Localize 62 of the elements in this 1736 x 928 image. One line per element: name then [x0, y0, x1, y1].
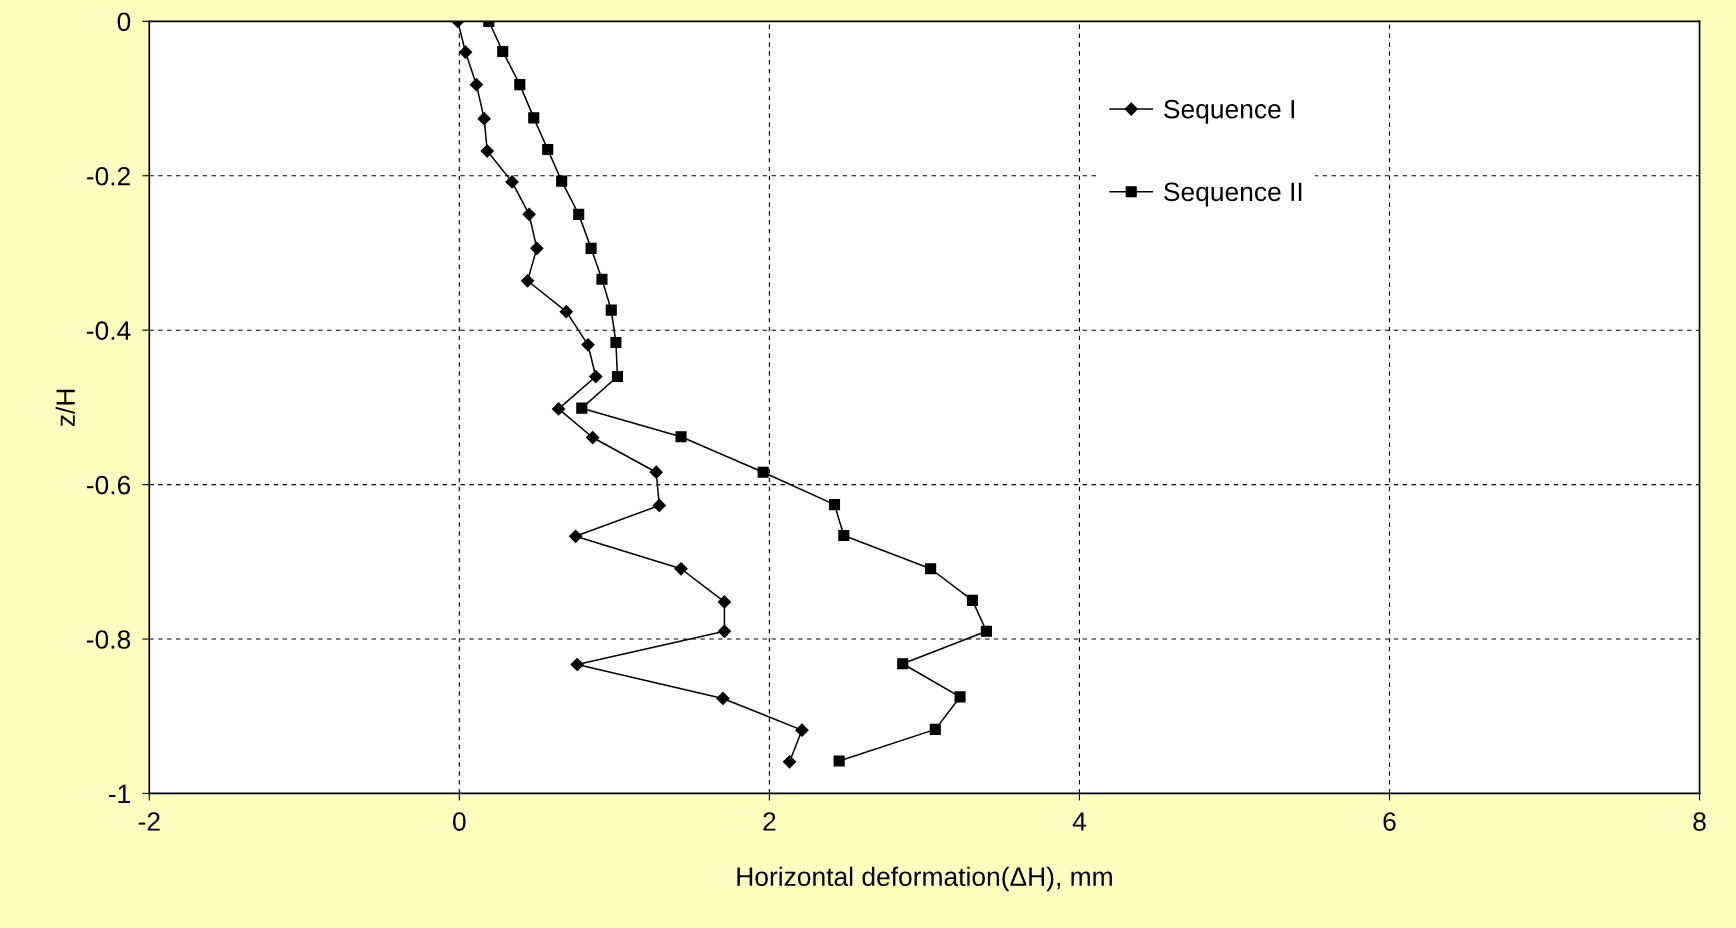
x-axis-title: Horizontal deformation(ΔH), mm: [737, 866, 1112, 892]
point: [570, 657, 584, 672]
point: [605, 304, 617, 316]
point: [556, 175, 568, 187]
x-tick-label: 2: [763, 812, 776, 831]
x-tick-label: -2: [138, 812, 160, 831]
point: [542, 143, 554, 156]
point: [675, 431, 687, 443]
point: [717, 624, 732, 638]
x-tick-label: 8: [1693, 812, 1706, 831]
point: [717, 595, 732, 609]
y-tick-label: 0: [117, 12, 131, 32]
point: [954, 691, 966, 703]
point: [611, 370, 624, 383]
point: [559, 305, 573, 319]
point: [716, 691, 730, 706]
point: [522, 207, 536, 221]
point: [674, 562, 688, 576]
point: [480, 144, 494, 158]
point: [469, 78, 483, 92]
point: [528, 112, 540, 124]
point: [649, 465, 663, 479]
point: [520, 274, 535, 288]
point: [833, 755, 845, 767]
legend-label: Sequence II: [1164, 182, 1302, 207]
point: [795, 723, 809, 737]
point: [828, 499, 841, 511]
y-tick-label: -0.8: [86, 630, 131, 649]
point: [585, 242, 597, 254]
point: [838, 530, 850, 542]
point: [757, 466, 769, 478]
point: [477, 112, 491, 126]
point: [897, 658, 909, 670]
point: [929, 723, 941, 735]
point: [596, 273, 608, 285]
point: [980, 625, 992, 637]
point: [505, 175, 519, 189]
y-axis-title: z/H: [55, 389, 75, 427]
y-tick-label: -0.2: [86, 166, 130, 186]
point: [589, 369, 603, 384]
point: [581, 338, 595, 352]
point: [966, 594, 979, 606]
x-tick-label: 4: [1072, 812, 1087, 831]
point: [569, 529, 583, 543]
point: [925, 563, 937, 575]
point: [530, 241, 544, 255]
x-tick-label: 0: [453, 812, 466, 831]
y-tick-label: -0.6: [86, 475, 131, 495]
point: [586, 430, 600, 445]
legend-label: Sequence I: [1164, 99, 1294, 124]
point: [497, 45, 509, 58]
point: [652, 498, 666, 513]
point: [573, 208, 585, 220]
y-tick-label: -0.4: [86, 321, 131, 340]
point: [458, 45, 473, 59]
point: [551, 402, 566, 416]
point: [782, 755, 797, 769]
point: [610, 336, 622, 349]
y-tick-label: -1: [108, 784, 130, 803]
x-tick-label: 6: [1383, 812, 1396, 831]
point: [514, 79, 526, 91]
point: [576, 402, 588, 414]
